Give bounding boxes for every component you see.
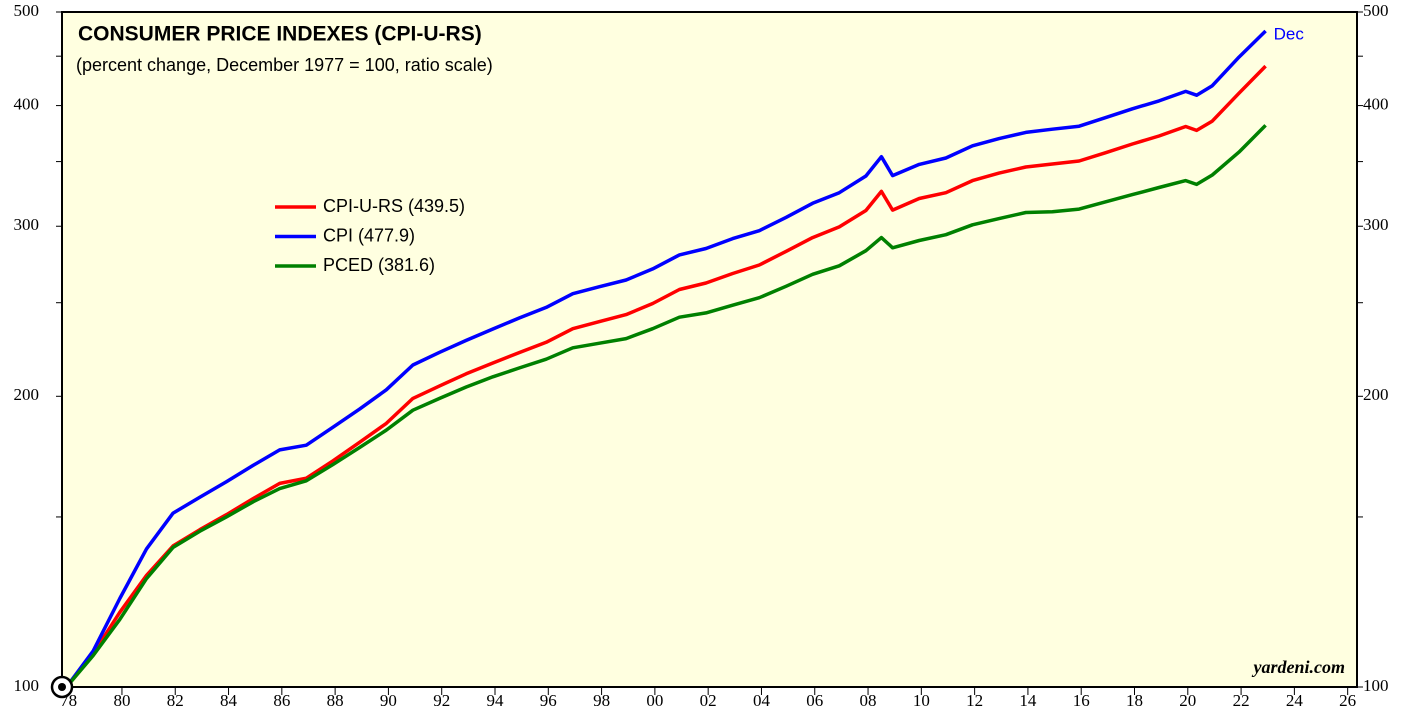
legend-label: PCED (381.6) [323, 255, 435, 275]
origin-dot [58, 683, 66, 691]
x-tick-label: 20 [1179, 691, 1196, 710]
x-tick-label: 16 [1073, 691, 1090, 710]
series-line [65, 29, 1267, 689]
y2-tick-label: 100 [1363, 676, 1389, 695]
y2-tick-label: 400 [1363, 94, 1389, 113]
legend-label: CPI (477.9) [323, 225, 415, 245]
x-tick-label: 12 [966, 691, 983, 710]
y2-tick-label: 500 [1363, 1, 1389, 20]
series-line [65, 64, 1267, 689]
x-tick-label: 80 [113, 691, 130, 710]
annotation: Dec [1274, 24, 1305, 43]
x-tick-label: 24 [1286, 691, 1304, 710]
x-tick-label: 96 [540, 691, 557, 710]
x-tick-label: 04 [753, 691, 771, 710]
x-tick-label: 08 [860, 691, 877, 710]
x-tick-label: 00 [646, 691, 663, 710]
y2-tick-label: 200 [1363, 385, 1389, 404]
x-tick-label: 02 [700, 691, 717, 710]
x-tick-label: 18 [1126, 691, 1143, 710]
plot-area [61, 11, 1358, 688]
x-tick-label: 98 [593, 691, 610, 710]
series-line [65, 124, 1267, 689]
y-tick-label: 100 [14, 676, 40, 695]
y-tick-label: 300 [14, 215, 40, 234]
x-tick-label: 14 [1019, 691, 1037, 710]
x-tick-label: 94 [486, 691, 504, 710]
y2-tick-label: 300 [1363, 215, 1389, 234]
x-tick-label: 88 [327, 691, 344, 710]
chart-title: CONSUMER PRICE INDEXES (CPI-U-RS) [78, 23, 482, 46]
y-tick-label: 200 [14, 385, 40, 404]
x-tick-label: 26 [1339, 691, 1356, 710]
x-tick-label: 06 [806, 691, 823, 710]
x-tick-label: 86 [273, 691, 290, 710]
y-tick-label: 500 [14, 1, 40, 20]
source-label: yardeni.com [1252, 657, 1346, 677]
x-tick-label: 10 [913, 691, 930, 710]
chart-subtitle: (percent change, December 1977 = 100, ra… [76, 55, 493, 75]
x-tick-label: 84 [220, 691, 238, 710]
x-tick-label: 82 [167, 691, 184, 710]
x-tick-label: 90 [380, 691, 397, 710]
x-tick-label: 22 [1233, 691, 1250, 710]
x-tick-label: 92 [433, 691, 450, 710]
legend-label: CPI-U-RS (439.5) [323, 196, 465, 216]
y-tick-label: 400 [14, 94, 40, 113]
